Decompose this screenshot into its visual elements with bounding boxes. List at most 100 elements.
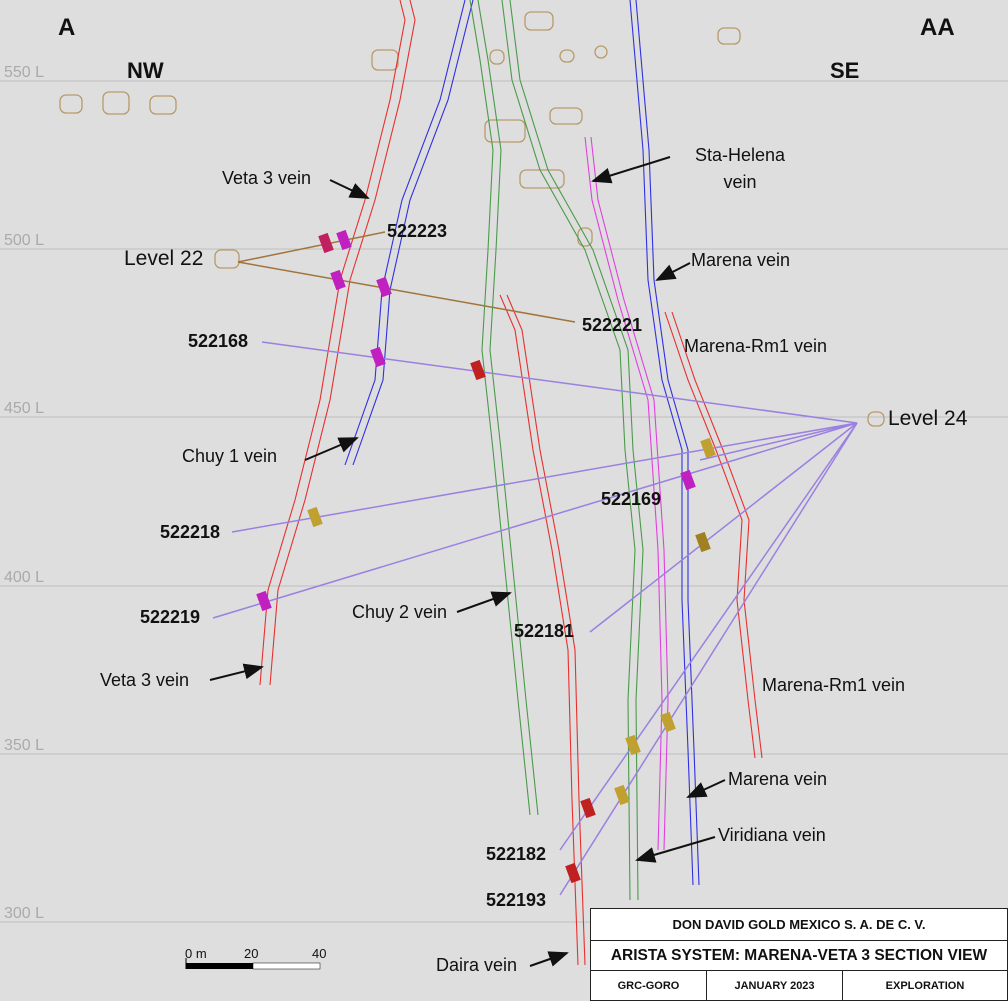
vein-outline [584, 136, 663, 851]
corner-label: A [58, 14, 76, 41]
vein-label: Marena-Rm1 vein [684, 336, 828, 356]
drill-hole-label: 522169 [601, 489, 662, 509]
scale-label: 0 m [185, 946, 207, 961]
intersection [565, 862, 581, 884]
rock [371, 49, 399, 71]
intersection [580, 797, 596, 819]
drill-hole [699, 422, 858, 461]
arrow [655, 262, 691, 281]
vein-label: Marena vein [728, 769, 828, 789]
drill-hole [237, 231, 386, 263]
vein-label: Veta 3 vein [100, 670, 190, 690]
elevation-label: 400 L [4, 569, 45, 586]
arrow [209, 663, 264, 681]
arrow [686, 779, 726, 798]
rock [559, 49, 575, 63]
company: DON DAVID GOLD MEXICO S. A. DE C. V. [590, 908, 1008, 941]
vein-label: Chuy 2 vein [352, 602, 448, 622]
drill-hole-label: 522219 [140, 607, 201, 627]
rock [214, 249, 240, 269]
drill-hole-label: 522168 [188, 331, 249, 351]
rock [484, 119, 526, 143]
intersection [336, 229, 352, 251]
scale-label: 40 [312, 946, 327, 961]
rock [102, 91, 130, 115]
date: JANUARY 2023 [706, 970, 843, 1001]
vein-label: Veta 3 vein [222, 168, 312, 188]
elevation-label: 350 L [4, 737, 45, 754]
intersection [330, 269, 346, 291]
rock [867, 411, 885, 427]
direction-label: NW [127, 58, 164, 83]
arrow [529, 951, 569, 967]
rock [577, 227, 593, 247]
drill-hole-label: 522218 [160, 522, 221, 542]
vein-outline [635, 0, 700, 886]
intersection [660, 711, 676, 733]
intersection [318, 232, 334, 254]
drill-hole [589, 422, 858, 633]
drill-hole-label: 522193 [486, 890, 547, 910]
vein-outline [269, 0, 416, 686]
rock [519, 169, 565, 189]
intersection [700, 437, 716, 459]
intersection [470, 359, 486, 381]
vein-outline [506, 294, 586, 966]
rock [549, 107, 583, 125]
elevation-label: 500 L [4, 232, 45, 249]
intersection [376, 276, 392, 298]
intersection [307, 506, 323, 528]
vein-outline [469, 0, 531, 816]
direction-label: SE [830, 58, 860, 83]
drill-hole [212, 422, 858, 619]
drill-hole-label: 522221 [582, 315, 643, 335]
vein-label: Sta-Helena vein [694, 145, 786, 192]
drill-hole [559, 422, 858, 851]
drill-hole [231, 422, 858, 533]
intersection [625, 734, 641, 756]
scale-label: 20 [244, 946, 259, 961]
vein-label: Marena vein [691, 250, 791, 270]
vein-outline [629, 0, 694, 886]
rock [59, 94, 83, 114]
intersection [614, 784, 630, 806]
arrow [304, 437, 359, 461]
vein-outline [499, 294, 579, 966]
intersection [370, 346, 386, 368]
vein-outline [509, 0, 644, 901]
vein-label: Marena-Rm1 vein [762, 675, 906, 695]
scale-bar-white [252, 962, 321, 970]
level-label: Level 22 [124, 247, 204, 270]
elevation-label: 450 L [4, 400, 45, 417]
drill-hole [237, 261, 576, 323]
drill-hole [261, 341, 858, 424]
vein-outline [344, 0, 466, 466]
rock [717, 27, 741, 45]
scale-bar-black [186, 963, 253, 969]
drill-hole-label: 522182 [486, 844, 547, 864]
vein-outline [590, 136, 669, 851]
department: EXPLORATION [842, 970, 1008, 1001]
intersection [680, 469, 696, 491]
arrow [591, 156, 671, 184]
drill-hole-label: 522223 [387, 221, 448, 241]
vein-outline [671, 311, 763, 759]
vein-label: Viridiana vein [718, 825, 826, 845]
elevation-label: 550 L [4, 64, 45, 81]
intersection [695, 531, 711, 553]
vein-outline [477, 0, 539, 816]
rock [594, 45, 608, 59]
rock [149, 95, 177, 115]
vein-outline [664, 311, 756, 759]
vein-outline [501, 0, 636, 901]
vein-label: Daira vein [436, 955, 518, 975]
rock [524, 11, 554, 31]
level-label: Level 24 [888, 407, 968, 430]
drill-hole-label: 522181 [514, 621, 575, 641]
corner-label: AA [920, 14, 955, 41]
arrow [456, 591, 512, 613]
drill-hole [559, 422, 858, 896]
vein-outline [352, 0, 474, 466]
